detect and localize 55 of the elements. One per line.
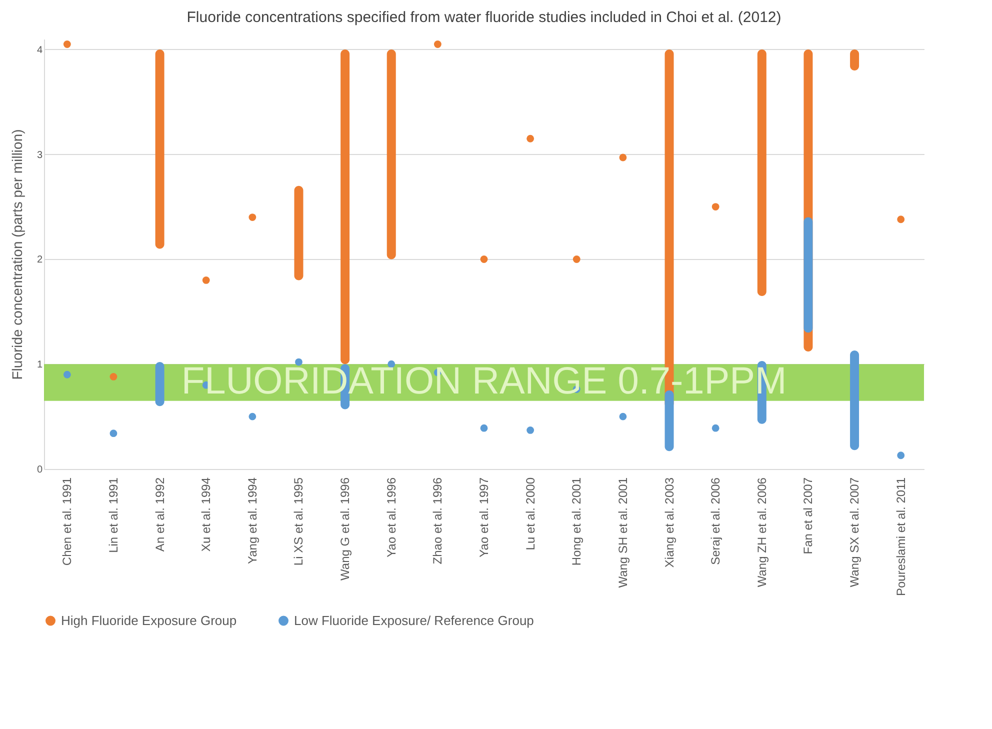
point: [712, 203, 720, 211]
point: [572, 256, 580, 263]
point: [480, 256, 488, 263]
legend-label: High Fluoride Exposure Group: [61, 612, 237, 628]
x-tick-label: Yang et al. 1994: [245, 477, 260, 564]
x-tick-label: Wang SX et al. 2007: [848, 477, 862, 588]
x-tick-label: Yao et al. 1996: [384, 477, 398, 558]
legend-label: Low Fluoride Exposure/ Reference Group: [294, 612, 534, 628]
x-tick-label: An et al. 1992: [152, 477, 167, 552]
x-tick-label: Xu et al. 1994: [199, 477, 214, 552]
bar: [155, 362, 164, 406]
point: [526, 426, 534, 434]
point: [202, 276, 210, 284]
y-tick-label: 4: [36, 44, 43, 56]
x-tick-label: Wang G et al. 1996: [338, 477, 352, 580]
x-tick-label: Fan et al 2007: [801, 477, 816, 554]
y-tick-label: 1: [36, 360, 43, 371]
point: [248, 412, 256, 420]
point: [63, 370, 71, 378]
bar: [294, 186, 304, 280]
point: [619, 154, 627, 162]
point: [110, 430, 118, 438]
x-tick-label: Seraj et al. 2006: [708, 477, 723, 565]
x-tick-label: Hong et al. 2001: [570, 477, 584, 566]
y-tick-label: 3: [36, 150, 43, 161]
x-tick-label: Yao et al. 1997: [477, 477, 491, 558]
x-tick-label: Chen et al. 1991: [60, 477, 74, 566]
chart-title: Fluoride concentrations specified from water fluoride studies included in Choi et al. (2012): [186, 9, 782, 26]
bar: [757, 49, 766, 296]
x-tick-label: Lu et al. 2000: [523, 477, 538, 550]
point: [480, 424, 488, 432]
x-tick-label: Lin et al. 1991: [106, 477, 120, 553]
x-tick-label: Xiang et al. 2003: [662, 477, 676, 568]
bar: [340, 49, 350, 364]
x-tick-label: Zhao et al. 1996: [430, 477, 445, 564]
y-tick-label: 2: [36, 254, 43, 266]
point: [619, 412, 627, 420]
y-axis-title: Fluoride concentration (parts per million): [8, 129, 25, 380]
point: [897, 452, 905, 460]
point: [248, 214, 256, 221]
point: [526, 134, 534, 142]
point: [63, 40, 71, 48]
x-tick-label: Wang SH et al. 2001: [616, 477, 630, 588]
bar: [155, 49, 164, 249]
x-tick-label: Wang ZH et al. 2006: [754, 477, 769, 588]
point: [434, 40, 442, 48]
bar: [850, 350, 860, 450]
point: [897, 216, 905, 224]
x-tick-label: Poureslami et al. 2011: [894, 477, 908, 596]
x-tick-label: Li XS et al. 1995: [292, 477, 306, 566]
point: [110, 373, 118, 380]
bar: [386, 49, 396, 260]
y-tick-label: 0: [36, 464, 43, 476]
point: [712, 424, 720, 432]
bar: [804, 217, 813, 333]
